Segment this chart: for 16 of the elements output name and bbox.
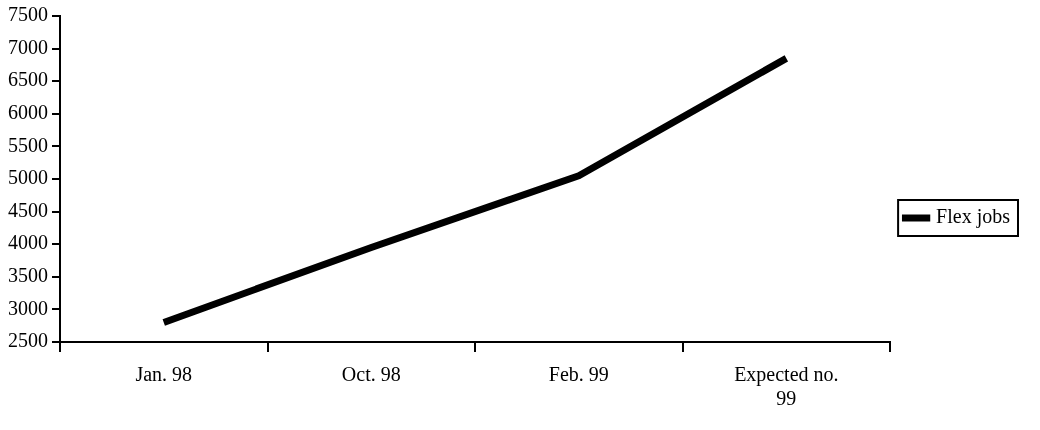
y-tick-label: 2500: [8, 329, 48, 352]
x-tick-label: Oct. 98: [341, 363, 401, 386]
y-tick-label: 6000: [8, 101, 48, 124]
y-tick-label: 3000: [8, 296, 48, 319]
y-tick-label: 7000: [8, 35, 48, 58]
y-tick-label: 4000: [8, 231, 48, 254]
y-tick-label: 3500: [8, 264, 48, 287]
x-tick-label: Jan. 98: [135, 363, 193, 386]
y-tick-label: 6500: [8, 68, 48, 91]
x-tick-label: Expected no. 99: [734, 363, 839, 410]
legend-label: Flex jobs: [936, 205, 1011, 229]
y-tick-label: 5500: [8, 133, 48, 156]
y-tick-label: 4500: [8, 198, 48, 221]
y-tick-label: 7500: [8, 3, 48, 26]
y-tick-label: 5000: [8, 166, 48, 189]
x-tick-label: Feb. 99: [548, 363, 609, 386]
